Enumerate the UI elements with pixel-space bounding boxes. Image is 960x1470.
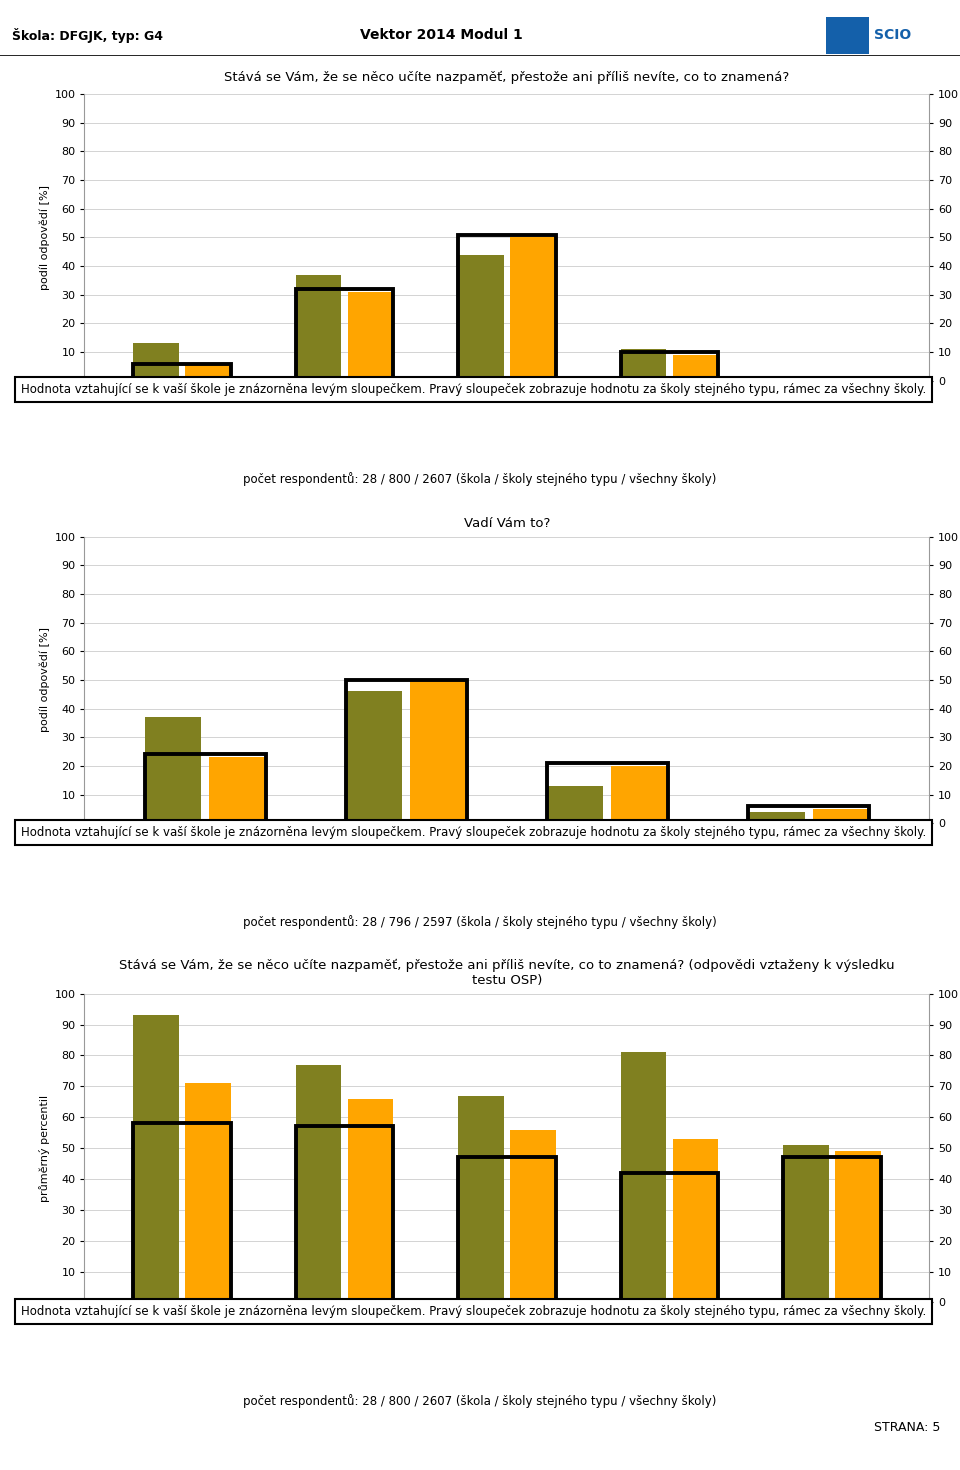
Y-axis label: průměrný percentil: průměrný percentil bbox=[39, 1095, 50, 1201]
Bar bbox=[510, 1129, 556, 1302]
Bar bbox=[296, 1126, 394, 1302]
Bar bbox=[673, 1139, 718, 1302]
Text: Hodnota vztahující se k vaší škole je znázorněna levým sloupečkem. Pravý sloupeč: Hodnota vztahující se k vaší škole je zn… bbox=[21, 1305, 926, 1319]
Bar bbox=[296, 275, 341, 381]
Text: počet respondentů: 28 / 796 / 2597 (škola / školy stejného typu / všechny školy): počet respondentů: 28 / 796 / 2597 (škol… bbox=[243, 914, 717, 929]
Bar bbox=[133, 363, 230, 381]
Text: Hodnota vztahující se k vaší škole je znázorněna levým sloupečkem. Pravý sloupeč: Hodnota vztahující se k vaší škole je zn… bbox=[21, 384, 926, 397]
Y-axis label: podíl odpovědí [%]: podíl odpovědí [%] bbox=[39, 628, 50, 732]
Bar bbox=[348, 293, 394, 381]
Text: Vadí Vám to?: Vadí Vám to? bbox=[464, 517, 550, 529]
Bar bbox=[748, 811, 804, 823]
Bar bbox=[783, 1145, 828, 1302]
Bar bbox=[133, 344, 179, 381]
Bar bbox=[547, 763, 668, 823]
Bar bbox=[410, 681, 467, 823]
Bar bbox=[620, 1053, 666, 1302]
Bar bbox=[458, 1095, 504, 1302]
Bar bbox=[620, 1173, 718, 1302]
Bar bbox=[620, 353, 718, 381]
Bar bbox=[835, 1151, 880, 1302]
Bar bbox=[835, 378, 880, 381]
Bar bbox=[133, 1123, 230, 1302]
Text: počet respondentů: 28 / 800 / 2607 (škola / školy stejného typu / všechny školy): počet respondentů: 28 / 800 / 2607 (škol… bbox=[243, 472, 717, 487]
Text: Škola: DFGJK, typ: G4: Škola: DFGJK, typ: G4 bbox=[12, 28, 162, 43]
Bar bbox=[346, 691, 402, 823]
Bar bbox=[510, 238, 556, 381]
Bar bbox=[133, 1016, 179, 1302]
Bar bbox=[296, 290, 394, 381]
Text: Vektor 2014 Modul 1: Vektor 2014 Modul 1 bbox=[360, 28, 523, 43]
Bar bbox=[346, 681, 467, 823]
Bar bbox=[145, 754, 266, 823]
Bar bbox=[620, 350, 666, 381]
Y-axis label: podíl odpovědí [%]: podíl odpovědí [%] bbox=[39, 185, 50, 290]
Text: SCIO: SCIO bbox=[874, 28, 911, 43]
Bar bbox=[748, 806, 869, 823]
Bar bbox=[547, 786, 604, 823]
Bar bbox=[145, 717, 202, 823]
Bar bbox=[296, 1064, 341, 1302]
Bar bbox=[783, 1157, 880, 1302]
Text: Stává se Vám, že se něco učíte nazpaměť, přestože ani příliš nevíte, co to zname: Stává se Vám, že se něco učíte nazpaměť,… bbox=[225, 72, 789, 84]
Bar bbox=[209, 757, 266, 823]
Bar bbox=[783, 378, 880, 381]
Bar bbox=[348, 1098, 394, 1302]
Bar bbox=[673, 354, 718, 381]
Text: počet respondentů: 28 / 800 / 2607 (škola / školy stejného typu / všechny školy): počet respondentů: 28 / 800 / 2607 (škol… bbox=[243, 1394, 717, 1408]
Text: Stává se Vám, že se něco učíte nazpaměť, přestože ani příliš nevíte, co to zname: Stává se Vám, že se něco učíte nazpaměť,… bbox=[119, 958, 895, 988]
Bar bbox=[812, 809, 869, 823]
Text: STRANA: 5: STRANA: 5 bbox=[875, 1421, 941, 1433]
Bar bbox=[185, 363, 230, 381]
Bar bbox=[458, 235, 556, 381]
FancyBboxPatch shape bbox=[826, 16, 869, 54]
Bar bbox=[458, 1157, 556, 1302]
Bar bbox=[458, 254, 504, 381]
Bar bbox=[185, 1083, 230, 1302]
Bar bbox=[783, 378, 828, 381]
Bar bbox=[612, 766, 668, 823]
Text: Hodnota vztahující se k vaší škole je znázorněna levým sloupečkem. Pravý sloupeč: Hodnota vztahující se k vaší škole je zn… bbox=[21, 826, 926, 839]
